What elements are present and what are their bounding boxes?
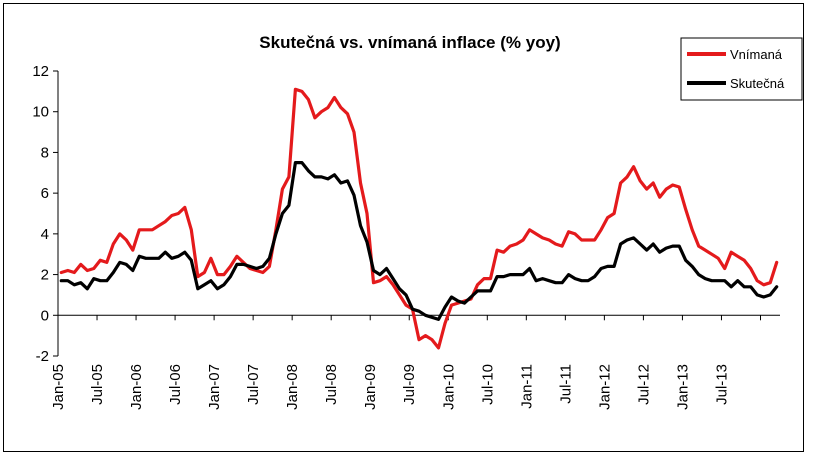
x-tick-label: Jan-08 bbox=[284, 364, 301, 410]
x-tick-label: Jul-09 bbox=[401, 364, 418, 405]
y-tick-label: 8 bbox=[41, 144, 49, 161]
x-tick-label: Jan-10 bbox=[440, 364, 457, 410]
x-tick-label: Jul-08 bbox=[323, 364, 340, 405]
y-tick-label: -2 bbox=[36, 348, 49, 365]
x-tick-label: Jul-07 bbox=[245, 364, 262, 405]
x-tick-label: Jan-06 bbox=[128, 364, 145, 410]
x-tick-label: Jan-11 bbox=[518, 364, 535, 409]
x-tick-label: Jul-06 bbox=[167, 364, 184, 405]
y-tick-label: 0 bbox=[41, 307, 49, 324]
line-chart: Skutečná vs. vnímaná inflace (% yoy) -2 0… bbox=[32, 33, 803, 410]
x-tick-label: Jan-12 bbox=[596, 364, 613, 410]
series-line-skutecna bbox=[59, 161, 779, 321]
legend-label-vnimana: Vnímaná bbox=[730, 47, 783, 62]
y-tick-label: 10 bbox=[32, 104, 49, 121]
x-tick-label: Jan-13 bbox=[674, 364, 691, 410]
x-tick-label: Jul-13 bbox=[713, 364, 730, 405]
legend: Vnímaná Skutečná bbox=[680, 37, 803, 101]
x-tick-label: Jul-12 bbox=[635, 364, 652, 405]
y-tick-label: 6 bbox=[41, 185, 49, 202]
x-tick-label: Jan-05 bbox=[50, 364, 67, 410]
plot-area: -2 0 2 4 6 8 10 12 Jan-05 Jul-05 Jan-06 Jul-06 Jan-0… bbox=[32, 63, 780, 410]
chart-title: Skutečná vs. vnímaná inflace (% yoy) bbox=[259, 33, 560, 52]
legend-box bbox=[680, 37, 803, 101]
chart-frame: Skutečná vs. vnímaná inflace (% yoy) -2 0… bbox=[3, 3, 804, 452]
x-tick-label: Jul-10 bbox=[479, 364, 496, 405]
x-tick-label: Jan-09 bbox=[362, 364, 379, 410]
legend-label-skutecna: Skutečná bbox=[730, 76, 785, 91]
y-tick-label: 12 bbox=[32, 63, 49, 80]
x-tick-label: Jan-07 bbox=[206, 364, 223, 410]
y-tick-label: 4 bbox=[41, 226, 49, 243]
x-tick-label: Jul-05 bbox=[89, 364, 106, 405]
y-tick-label: 2 bbox=[41, 267, 49, 284]
x-tick-label: Jul-11 bbox=[557, 364, 574, 404]
series-line-vnimana bbox=[59, 87, 779, 350]
